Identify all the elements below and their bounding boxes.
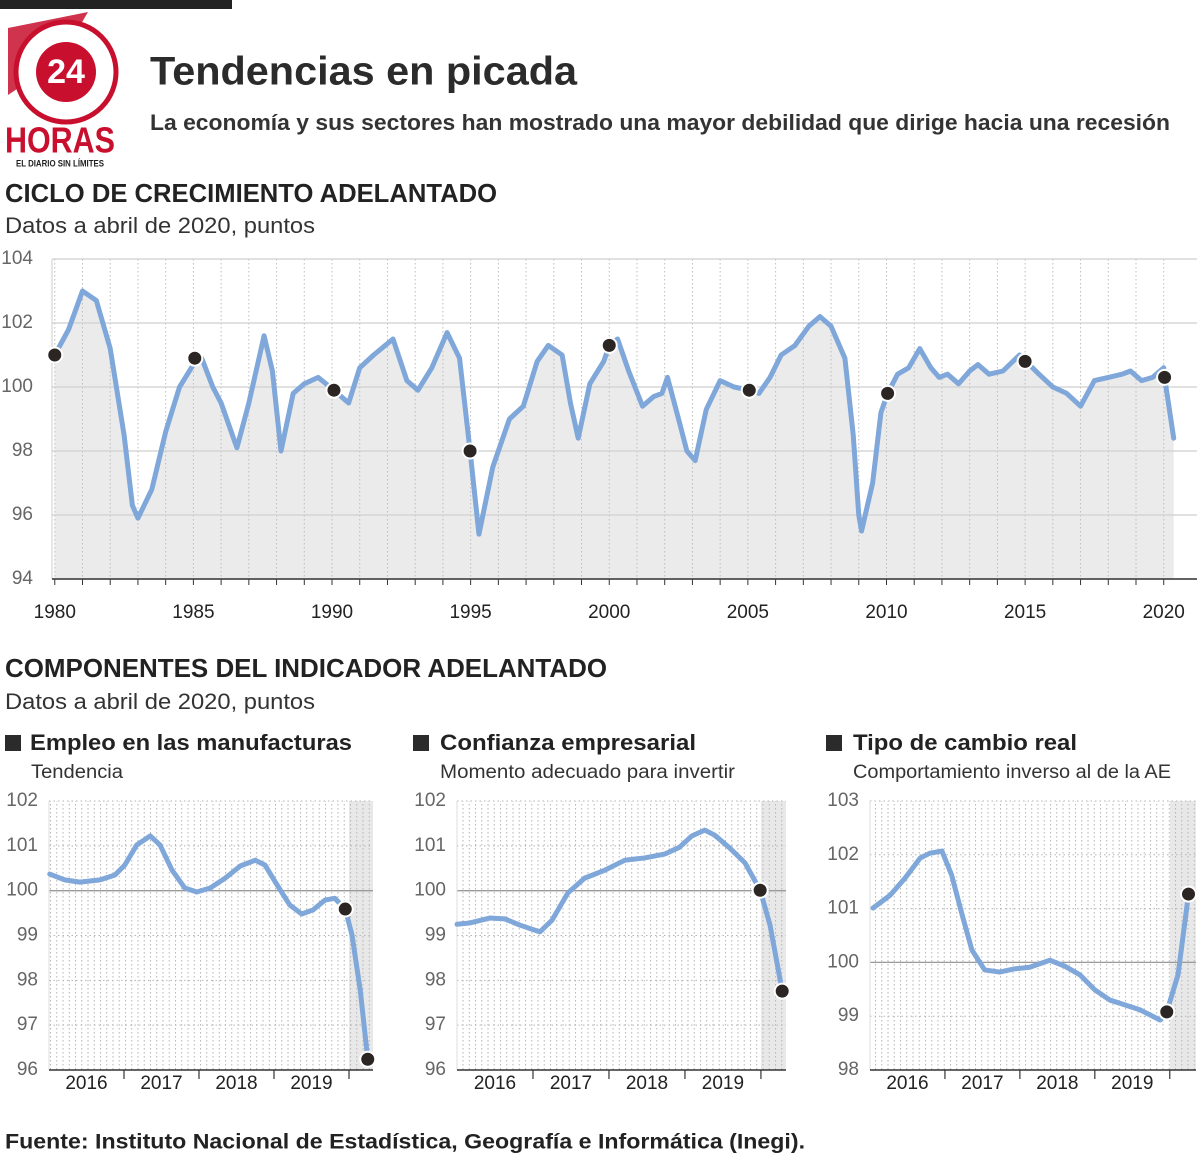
x-tick-label: 2016 — [886, 1073, 928, 1094]
chart-title: Tipo de cambio real — [853, 730, 1077, 755]
chart-title: Empleo en las manufacturas — [30, 730, 352, 755]
chart-title: Confianza empresarial — [440, 730, 696, 755]
chart-subtitle: Momento adecuado para invertir — [440, 762, 736, 783]
area — [54, 291, 1174, 579]
y-tick-label: 99 — [17, 925, 38, 946]
y-tick-label: 96 — [425, 1059, 446, 1080]
y-tick-label: 96 — [17, 1059, 38, 1080]
chart-subtitle: Comportamiento inverso al de la AE — [853, 762, 1171, 783]
logo-core — [36, 42, 96, 102]
y-tick-label: 98 — [425, 969, 446, 990]
line — [52, 288, 1177, 537]
highlight-dot — [461, 442, 479, 460]
x-tick-label: 1990 — [311, 602, 353, 623]
y-tick-label: 96 — [12, 504, 33, 525]
y-tick-label: 94 — [12, 568, 34, 589]
x-tick-label: 2005 — [727, 602, 769, 623]
y-tick-label: 98 — [838, 1059, 859, 1080]
page-subtitle: La economía y sus sectores han mostrado … — [150, 110, 1170, 135]
highlight-dot — [359, 1050, 377, 1068]
y-tick-label: 97 — [425, 1014, 446, 1035]
y-tick-label: 103 — [827, 790, 859, 811]
highlight-dot — [600, 336, 618, 354]
highlight-dot — [325, 381, 343, 399]
x-tick-label: 1985 — [172, 602, 214, 623]
highlight-dot — [1158, 1003, 1176, 1021]
y-tick-label: 102 — [6, 790, 38, 811]
line — [454, 827, 785, 994]
x-tick-label: 2016 — [65, 1073, 107, 1094]
section-subtitle: Datos a abril de 2020, puntos — [5, 689, 315, 714]
x-tick-label: 2018 — [215, 1073, 257, 1094]
highlight-dot — [740, 381, 758, 399]
x-tick-label: 2019 — [290, 1073, 332, 1094]
x-tick-label: 2017 — [140, 1073, 182, 1094]
y-tick-label: 100 — [827, 951, 859, 972]
x-tick-label: 2015 — [1004, 602, 1046, 623]
y-tick-label: 100 — [6, 880, 38, 901]
logo: 24 HORAS EL DIARIO SIN LÍMITES — [5, 12, 119, 168]
y-tick-label: 99 — [838, 1005, 859, 1026]
x-tick-label: 2019 — [1111, 1073, 1153, 1094]
x-tick-label: 2000 — [588, 602, 630, 623]
y-tick-label: 104 — [1, 248, 33, 269]
y-tick-label: 100 — [414, 880, 446, 901]
logo-name: HORAS — [5, 120, 115, 161]
x-tick-label: 2018 — [626, 1073, 668, 1094]
x-tick-label: 1980 — [34, 602, 76, 623]
logo-number: 24 — [47, 53, 85, 91]
highlight-dot — [1180, 885, 1197, 903]
highlight-dot — [879, 384, 897, 402]
highlight-dot — [751, 881, 769, 899]
y-tick-label: 101 — [414, 835, 446, 856]
highlight-dot — [773, 982, 791, 1000]
line — [47, 833, 371, 1062]
y-tick-label: 102 — [827, 844, 859, 865]
y-tick-label: 101 — [827, 898, 859, 919]
x-tick-label: 1995 — [449, 602, 491, 623]
y-tick-label: 100 — [1, 376, 33, 397]
top-bar — [0, 0, 232, 9]
x-tick-label: 2019 — [702, 1073, 744, 1094]
highlight-dot — [1156, 368, 1174, 386]
line — [870, 848, 1192, 1023]
highlight-dot — [186, 349, 204, 367]
legend-square — [826, 735, 842, 751]
x-tick-label: 2016 — [474, 1073, 516, 1094]
y-tick-label: 97 — [17, 1014, 38, 1035]
page-title: Tendencias en picada — [150, 50, 578, 94]
highlight-dot — [336, 900, 354, 918]
grid-pattern — [870, 801, 1196, 1070]
y-tick-label: 101 — [6, 835, 38, 856]
y-tick-label: 102 — [1, 312, 33, 333]
x-tick-label: 2018 — [1036, 1073, 1078, 1094]
source: Fuente: Instituto Nacional de Estadístic… — [5, 1131, 805, 1154]
legend-square — [5, 735, 21, 751]
y-tick-label: 98 — [17, 969, 38, 990]
x-tick-label: 2020 — [1143, 602, 1185, 623]
chart-subtitle: Tendencia — [31, 762, 123, 783]
x-tick-label: 2010 — [865, 602, 907, 623]
chart-subtitle: Datos a abril de 2020, puntos — [5, 213, 315, 238]
chart-title: CICLO DE CRECIMIENTO ADELANTADO — [5, 178, 497, 208]
highlight-dot — [46, 346, 64, 364]
x-tick-label: 2017 — [961, 1073, 1003, 1094]
logo-tagline: EL DIARIO SIN LÍMITES — [16, 158, 104, 168]
x-tick-label: 2017 — [550, 1073, 592, 1094]
legend-square — [413, 735, 429, 751]
section-title: COMPONENTES DEL INDICADOR ADELANTADO — [5, 653, 607, 683]
y-tick-label: 102 — [414, 790, 446, 811]
y-tick-label: 98 — [12, 440, 33, 461]
y-tick-label: 99 — [425, 925, 446, 946]
highlight-dot — [1016, 352, 1034, 370]
